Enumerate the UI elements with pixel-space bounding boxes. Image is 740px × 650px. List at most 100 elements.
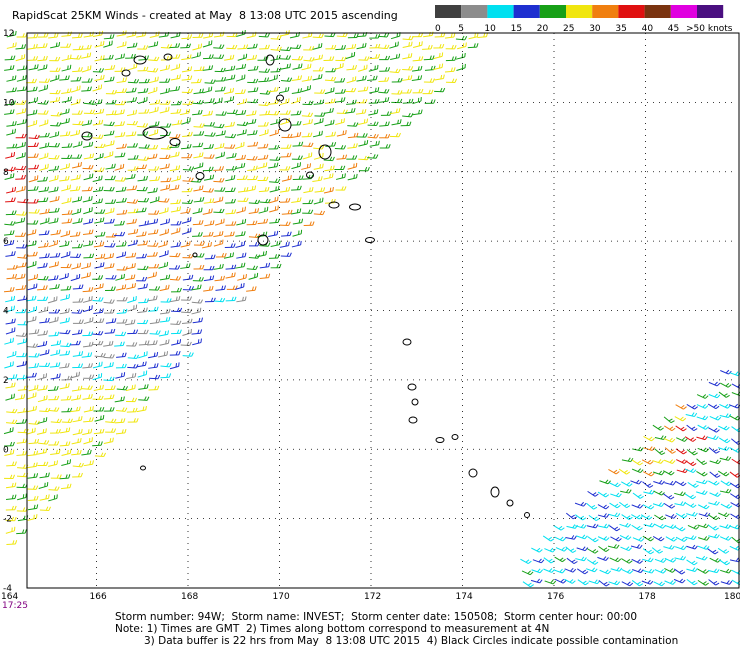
wind-barb	[292, 63, 303, 70]
wind-barb	[280, 63, 291, 70]
wind-barb	[48, 331, 60, 337]
wind-barb	[61, 418, 73, 423]
wind-barb	[708, 447, 720, 454]
wind-barb	[149, 176, 161, 182]
wind-barb	[158, 240, 168, 248]
wind-barb	[148, 210, 160, 215]
wind-barb	[685, 535, 697, 540]
wind-barb	[303, 186, 314, 194]
wind-barb	[412, 88, 424, 94]
wind-barb	[235, 154, 246, 161]
wind-barb	[586, 559, 599, 565]
wind-barb	[598, 523, 610, 529]
wind-barb	[92, 340, 104, 346]
wind-barb	[115, 273, 125, 281]
wind-barb	[302, 119, 313, 126]
wind-barb	[83, 341, 94, 348]
wind-barb	[686, 424, 698, 432]
wind-barb	[632, 492, 644, 499]
wind-barb	[39, 506, 51, 511]
wind-barb	[138, 109, 150, 114]
wind-barb	[347, 162, 358, 170]
wind-barb	[27, 86, 38, 92]
wind-barb	[116, 251, 127, 259]
wind-barb	[103, 151, 114, 159]
wind-barb	[137, 370, 148, 378]
wind-barb	[182, 177, 194, 182]
wind-barb	[402, 75, 413, 81]
wind-barb	[686, 544, 698, 550]
wind-barb	[224, 65, 236, 72]
wind-barb	[213, 208, 225, 214]
wind-barb	[50, 122, 62, 127]
wind-barb	[82, 394, 93, 400]
wind-barb	[619, 534, 632, 540]
wind-barb	[104, 218, 115, 224]
wind-barb	[39, 132, 50, 138]
wind-barb	[28, 134, 40, 140]
wind-barb	[302, 199, 314, 205]
wind-barb	[36, 428, 47, 435]
wind-barb	[5, 516, 17, 522]
wind-barb	[598, 545, 610, 552]
island-outline	[407, 383, 417, 391]
wind-barb	[632, 568, 644, 574]
wind-barb	[126, 120, 138, 126]
wind-barb	[50, 229, 61, 236]
wind-barb	[4, 474, 15, 480]
wind-barb	[356, 133, 368, 138]
wind-barb	[213, 263, 224, 270]
wind-barb	[588, 579, 601, 585]
wind-barb	[59, 241, 70, 248]
wind-barb	[302, 142, 314, 148]
wind-barb	[169, 86, 181, 92]
wind-barb	[48, 33, 59, 39]
wind-barb	[61, 96, 72, 103]
wind-barb	[610, 492, 622, 498]
wind-barb	[652, 470, 665, 476]
wind-barb	[237, 273, 247, 281]
wind-barb	[641, 579, 654, 585]
wind-barb	[621, 514, 633, 520]
time-label: 17:25	[2, 601, 28, 611]
wind-barb	[16, 118, 27, 126]
wind-barb	[94, 74, 105, 82]
wind-barb	[81, 44, 92, 50]
wind-barb	[467, 43, 479, 49]
wind-barb	[93, 407, 105, 412]
wind-barb	[202, 40, 213, 48]
wind-barb	[193, 264, 205, 270]
wind-barb	[433, 52, 444, 60]
wind-barb	[60, 342, 72, 348]
wind-barb	[235, 162, 246, 170]
wind-barb	[126, 185, 138, 191]
wind-barb	[586, 523, 599, 529]
island-outline	[140, 465, 146, 471]
wind-barb	[676, 459, 688, 464]
wind-barb	[70, 174, 81, 181]
wind-barb	[191, 51, 201, 59]
wind-barb	[181, 54, 192, 61]
wind-barb	[402, 65, 414, 71]
wind-barb	[673, 578, 686, 584]
wind-barb	[60, 483, 72, 490]
wind-barb	[83, 218, 94, 225]
wind-barb	[103, 253, 114, 260]
wind-barb	[170, 296, 181, 303]
wind-barb	[127, 354, 139, 360]
wind-barb	[226, 109, 238, 114]
wind-barb	[6, 273, 18, 280]
wind-barb	[720, 503, 733, 509]
wind-barb	[92, 297, 104, 302]
wind-barb	[258, 186, 270, 193]
wind-barb	[116, 241, 127, 247]
wind-barb	[59, 308, 70, 315]
wind-barb	[707, 435, 719, 441]
wind-barb	[301, 163, 312, 170]
wind-barb	[433, 43, 445, 49]
wind-barb	[149, 374, 161, 380]
wind-barb	[279, 166, 291, 171]
wind-barb	[93, 153, 104, 161]
wind-barb	[137, 283, 148, 290]
wind-barb	[696, 490, 708, 495]
